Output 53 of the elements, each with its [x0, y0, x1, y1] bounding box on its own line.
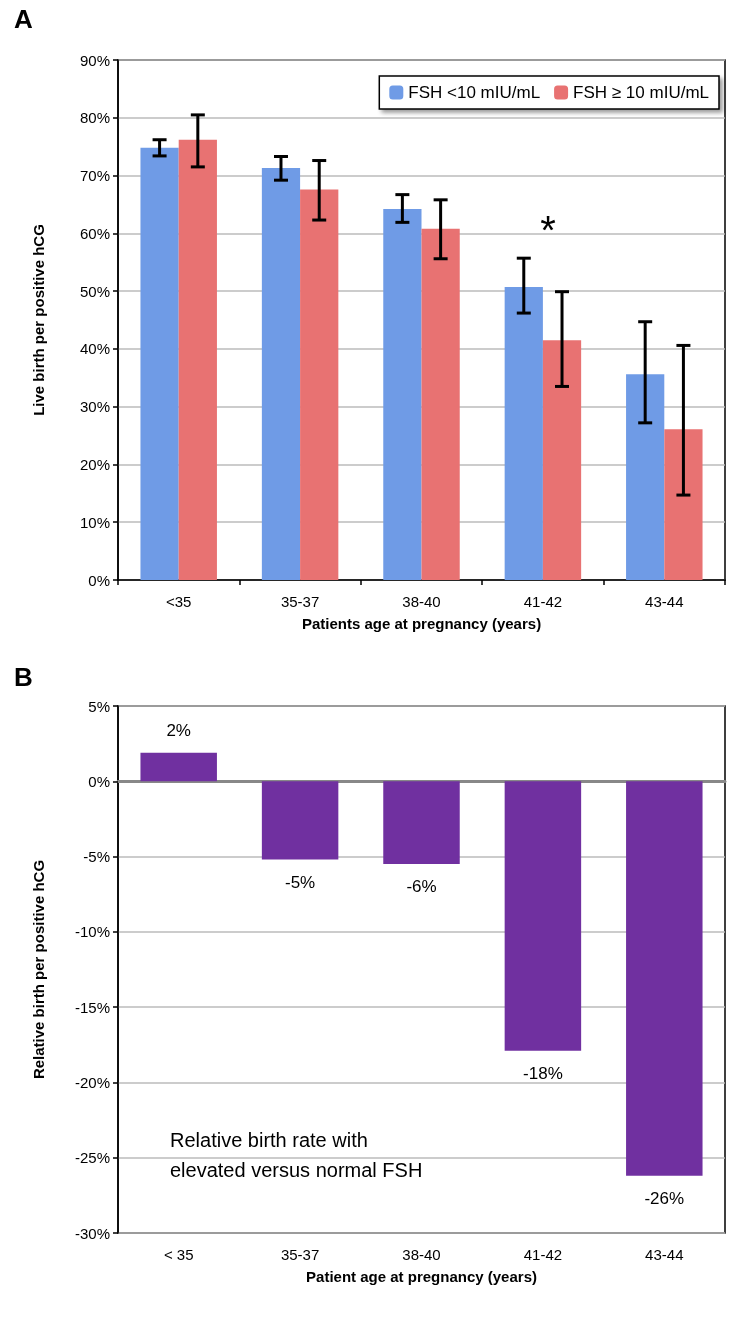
x-axis-title: Patients age at pregnancy (years)	[301, 615, 542, 632]
y-tick-label: 50%	[79, 282, 110, 300]
bar	[261, 168, 301, 580]
data-label: -26%	[644, 1188, 685, 1208]
bar	[383, 209, 422, 580]
y-tick-label: 80%	[79, 109, 110, 127]
x-tick-label: < 35	[163, 1246, 194, 1263]
y-tick-label: -20%	[74, 1073, 110, 1091]
text: B	[14, 662, 33, 692]
y-tick-label: 40%	[79, 340, 110, 358]
legend-label: FSH ≥ 10 mIU/mL	[573, 83, 710, 102]
y-tick-label: 30%	[79, 398, 110, 416]
y-tick-label: 0%	[88, 571, 110, 589]
bar	[140, 147, 179, 580]
x-tick-label: 41-42	[523, 1246, 563, 1263]
data-label: -5%	[284, 872, 316, 892]
annotation: Relative birth rate with elevated versus normal FSH	[170, 1129, 423, 1181]
y-tick-label: 5%	[88, 697, 110, 715]
bar	[626, 374, 665, 580]
x-tick-label: 35-37	[280, 1246, 320, 1263]
y-tick-label: 10%	[79, 513, 110, 531]
data-label: -6%	[406, 877, 437, 897]
y-tick-label: -30%	[74, 1224, 110, 1242]
y-tick-label: 70%	[79, 167, 110, 185]
bar	[542, 340, 582, 580]
annotation: *	[540, 208, 556, 252]
x-tick-label: 38-40	[402, 593, 441, 610]
y-tick-label: 90%	[79, 51, 110, 69]
y-axis-title: Relative birth per positive hCG	[30, 859, 47, 1080]
y-tick-label: 20%	[79, 455, 110, 473]
bar	[178, 139, 217, 580]
x-tick-label: <35	[165, 593, 192, 610]
bar	[300, 189, 339, 580]
bar	[664, 429, 703, 580]
x-tick-label: 35-37	[280, 593, 320, 610]
y-axis-title: Live birth per positive hCG	[30, 224, 47, 416]
x-tick-label: 41-42	[523, 593, 563, 610]
bar	[421, 228, 460, 580]
x-tick-label: 38-40	[402, 1246, 441, 1263]
data-label: 2%	[166, 720, 191, 740]
text: A	[14, 4, 33, 34]
y-tick-label: -25%	[74, 1149, 110, 1167]
y-tick-label: -15%	[74, 998, 110, 1016]
y-tick-label: 0%	[88, 772, 110, 790]
y-tick-label: 60%	[79, 224, 110, 242]
y-tick-label: -10%	[74, 923, 110, 941]
bar	[504, 287, 543, 580]
x-tick-label: 43-44	[645, 593, 684, 610]
data-label: -18%	[523, 1063, 563, 1083]
y-tick-label: -5%	[83, 848, 110, 866]
x-axis-title: Patient age at pregnancy (years)	[306, 1268, 537, 1285]
legend-label: FSH <10 mIU/mL	[408, 83, 541, 102]
x-tick-label: 43-44	[645, 1246, 684, 1263]
